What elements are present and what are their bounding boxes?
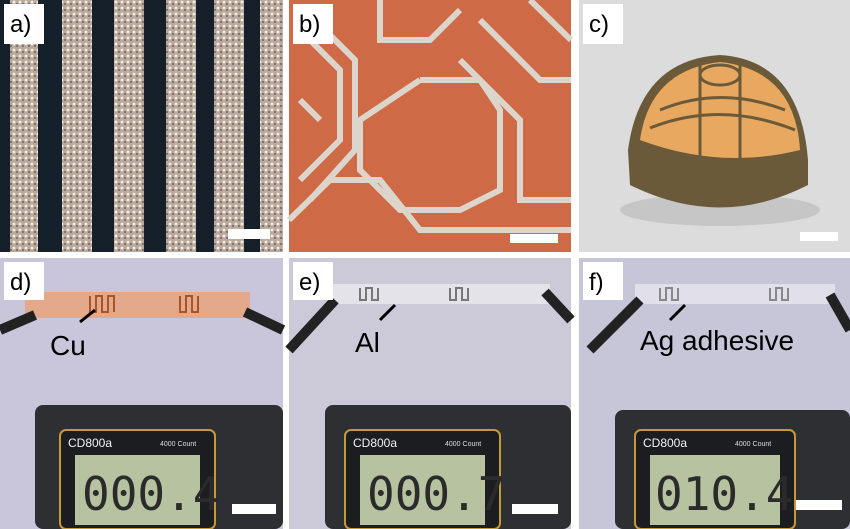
scale-bar (796, 500, 842, 510)
meter-reading: 000.4 (82, 467, 220, 521)
meter-count: 4000 Count (160, 441, 196, 448)
panel-label: a) (10, 11, 31, 38)
scale-bar (512, 504, 558, 514)
panel-label: b) (299, 11, 320, 38)
scale-bar (232, 504, 276, 514)
panel-e: Al CD800a 4000 Count 000.7 e) (289, 258, 571, 529)
panel-f: Ag adhesive CD800a 4000 Count 010.4 f) (579, 258, 850, 529)
panel-a: a) (0, 0, 283, 252)
material-label: Cu (50, 330, 86, 361)
meter-count: 4000 Count (445, 441, 481, 448)
meter-reading: 000.7 (367, 467, 505, 521)
panel-label: d) (10, 269, 31, 296)
meter-count: 4000 Count (735, 441, 771, 448)
scale-bar (800, 232, 838, 241)
meter-brand: CD800a (353, 436, 397, 450)
material-label: Ag adhesive (640, 325, 794, 356)
meter-reading: 010.4 (655, 467, 793, 521)
panel-label: e) (299, 269, 320, 296)
figure: a) b) c) (0, 0, 850, 529)
scale-bar (510, 234, 558, 243)
panel-d: Cu CD800a 4000 Count 000.4 d) (0, 258, 283, 529)
panel-c: c) (579, 0, 850, 252)
panel-label: c) (589, 11, 609, 38)
scale-bar (228, 229, 270, 239)
meter-brand: CD800a (68, 436, 112, 450)
meter-brand: CD800a (643, 436, 687, 450)
panel-label: f) (589, 269, 604, 296)
panel-b: b) (289, 0, 571, 252)
material-label: Al (355, 327, 380, 358)
